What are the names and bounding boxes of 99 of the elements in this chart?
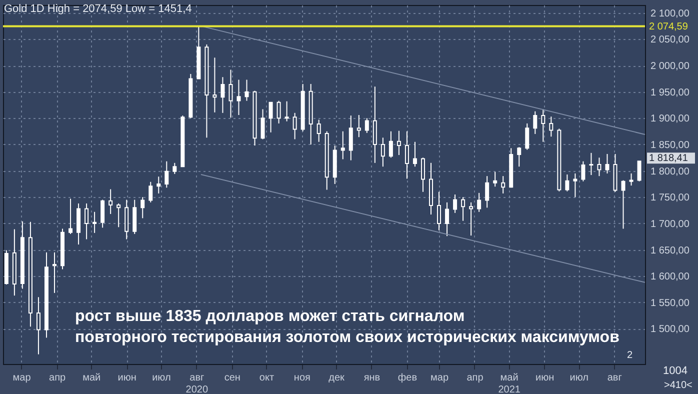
candlestick [629, 172, 634, 186]
candlestick [493, 171, 498, 188]
candlestick [164, 160, 169, 188]
candlestick [356, 114, 361, 138]
candlestick [228, 69, 233, 118]
x-tick-label: май 2021 [498, 372, 521, 394]
candlestick [541, 108, 546, 142]
candlestick [404, 130, 409, 180]
candlestick [268, 102, 273, 133]
x-tick-label: апр [49, 372, 66, 384]
candlestick [420, 157, 425, 192]
x-tick-label: ноя [294, 372, 310, 384]
candlestick [148, 181, 153, 203]
candlestick [581, 160, 586, 182]
candlestick [100, 199, 105, 228]
annotation: 2 [627, 350, 633, 361]
y-tick-label: 1 650,00 [650, 245, 690, 256]
candlestick [573, 172, 578, 198]
candlestick [116, 202, 121, 228]
candlestick [132, 199, 137, 234]
x-tick-label: июн [535, 372, 554, 384]
y-tick-label: 1 750,00 [650, 192, 690, 204]
candlestick [396, 130, 401, 156]
y-tick-label: 1 600,00 [650, 272, 690, 283]
candlestick [445, 202, 450, 237]
x-tick-label: июл [570, 372, 589, 384]
y-tick-label: 1 850,00 [650, 140, 690, 151]
candlestick [372, 86, 377, 164]
y-tick-label: 1 700,00 [650, 218, 690, 230]
candlestick [236, 79, 241, 116]
candlestick [469, 202, 474, 236]
chart-title: Gold 1D High = 2074,59 Low = 1451,4 [4, 3, 192, 15]
candlestick [340, 130, 345, 160]
candlestick [461, 196, 466, 222]
candlestick [525, 122, 530, 150]
x-tick-label: окт [259, 372, 274, 384]
candlestick [565, 174, 570, 192]
candlestick [549, 116, 554, 138]
y-tick-label: 1 900,00 [650, 114, 690, 125]
candlestick [212, 57, 217, 113]
candlestick [108, 188, 113, 214]
x-tick-label: сен [224, 372, 240, 384]
candlestick [380, 137, 385, 168]
candlestick [364, 118, 369, 134]
x-tick-label: авг 2020 [186, 372, 208, 394]
candlestick [589, 152, 594, 176]
candlestick [348, 115, 353, 161]
candlestick [637, 160, 642, 182]
candlestick [52, 252, 56, 294]
candlestick [156, 176, 161, 194]
candlestick [276, 100, 281, 124]
candlestick [316, 119, 321, 142]
ref-line-label: 2 074,59 [649, 21, 688, 32]
candlestick [76, 202, 81, 246]
candlestick [453, 194, 458, 214]
x-tick-label: дек [328, 372, 346, 384]
candlestick [597, 157, 602, 177]
x-tick-label: мар [430, 372, 449, 384]
candlestick [244, 79, 249, 102]
y-tick-label: 2 100,00 [650, 8, 690, 20]
candlestick [605, 153, 610, 174]
y-tick-label: 2 000,00 [650, 61, 690, 72]
candlestick [284, 100, 289, 122]
candlestick [501, 176, 506, 194]
x-tick-label: июн [118, 372, 136, 384]
x-tick-label: фев [398, 372, 418, 384]
annotation: рост выше 1835 долларов может стать сигналом повторного тестирования золотом своих исторических максимумов [75, 307, 620, 348]
candlestick [92, 211, 97, 234]
candlestick [485, 176, 490, 208]
candlestick [84, 202, 89, 240]
candlestick [412, 141, 417, 168]
candlestick [292, 112, 297, 140]
candlestick [36, 296, 40, 355]
y-tick-label: 1 950,00 [650, 87, 690, 98]
y-tick-label: 1 500,00 [650, 324, 690, 336]
candlestick [260, 108, 265, 140]
candlestick [124, 199, 129, 240]
y-tick-label: 2 050,00 [650, 34, 690, 46]
candlestick [437, 191, 442, 231]
candlestick [533, 110, 538, 134]
x-tick-label: июл [152, 372, 171, 384]
x-tick-label: янв [364, 372, 380, 384]
candlestick [68, 198, 73, 234]
candlestick [140, 196, 145, 219]
candlestick [220, 76, 225, 114]
candlestick [517, 146, 522, 168]
x-tick-label: мар [12, 372, 32, 384]
y-tick-label: 1 800,00 [650, 166, 690, 178]
x-tick-label: май [82, 372, 101, 384]
candlestick [172, 162, 177, 174]
x-tick-label: авг [607, 372, 622, 384]
candlestick [388, 130, 393, 158]
candlestick [477, 192, 482, 212]
candlestick [621, 180, 626, 230]
text: >410< [664, 380, 692, 391]
y-tick-label: 1 550,00 [650, 298, 690, 309]
annotation: 1 818,41 [649, 153, 688, 164]
text: 1004 [663, 365, 688, 377]
x-tick-label: апр [466, 372, 484, 384]
